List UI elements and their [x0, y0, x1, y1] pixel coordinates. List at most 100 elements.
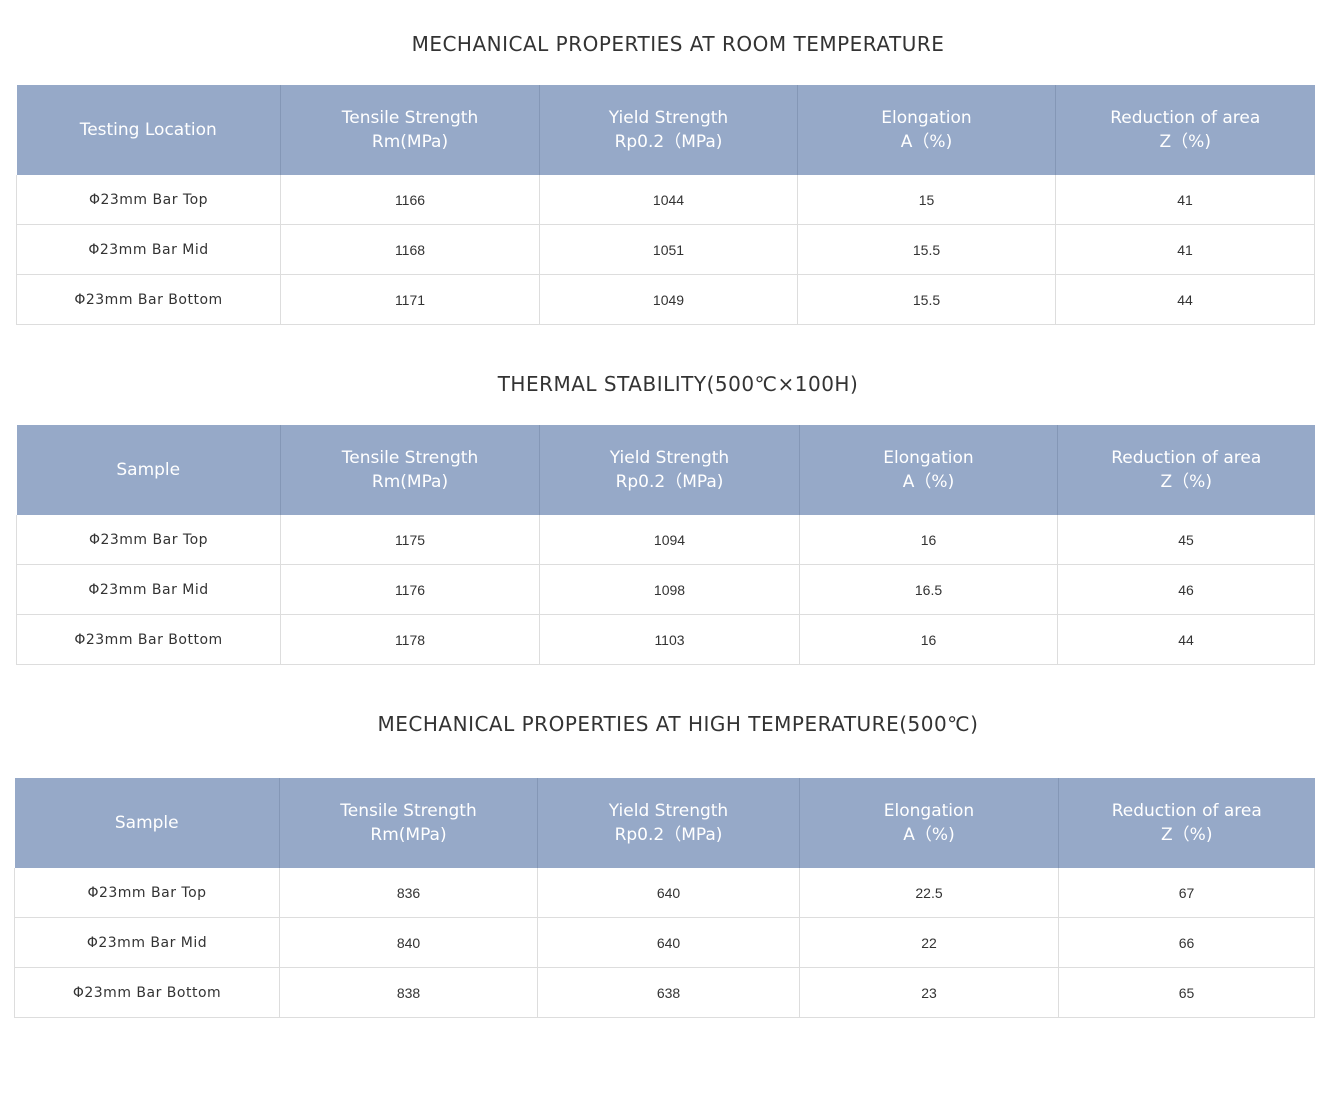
- column-header-tensile-strength: Tensile Strength Rm(MPa): [280, 425, 540, 515]
- column-header-tensile-strength: Tensile Strength Rm(MPa): [279, 778, 538, 868]
- cell-reduction-of-area: 67: [1058, 868, 1315, 918]
- header-row: Sample Tensile Strength Rm(MPa) Yield Stren…: [16, 425, 1315, 515]
- cell-tensile-strength: 1168: [280, 224, 540, 275]
- header-line: Tensile Strength: [340, 801, 477, 821]
- column-header-location: Testing Location: [16, 85, 281, 175]
- header-line: Rm(MPa): [371, 132, 449, 152]
- cell-yield-strength: 1103: [539, 614, 800, 665]
- table-row: Φ23mm Bar Mid 1168 1051 15.5 41: [16, 224, 1315, 275]
- cell-yield-strength: 1098: [539, 564, 800, 615]
- header-line: Rm(MPa): [371, 472, 449, 492]
- cell-elongation: 22: [799, 917, 1059, 968]
- cell-elongation: 15: [797, 175, 1056, 225]
- table-row: Φ23mm Bar Bottom 838 638 23 65: [14, 967, 1315, 1018]
- properties-table: Sample Tensile Strength Rm(MPa) Yield Stren…: [14, 778, 1315, 1018]
- cell-reduction-of-area: 65: [1058, 967, 1315, 1018]
- column-header-location: Sample: [16, 425, 281, 515]
- cell-tensile-strength: 1175: [280, 515, 540, 565]
- header-line: Tensile Strength: [341, 448, 479, 468]
- header-line: Rm(MPa): [370, 825, 447, 845]
- header-line: A（%): [903, 825, 955, 845]
- cell-elongation: 15.5: [797, 224, 1056, 275]
- cell-location: Φ23mm Bar Bottom: [16, 614, 281, 665]
- cell-location: Φ23mm Bar Top: [16, 515, 281, 565]
- header-line: Yield Strength: [608, 801, 729, 821]
- header-line: Tensile Strength: [341, 108, 479, 128]
- cell-location: Φ23mm Bar Bottom: [16, 274, 281, 325]
- cell-yield-strength: 1094: [539, 515, 800, 565]
- header-line: Z（%): [1159, 132, 1211, 152]
- cell-location: Φ23mm Bar Mid: [16, 224, 281, 275]
- properties-table: Sample Tensile Strength Rm(MPa) Yield Stren…: [16, 425, 1315, 665]
- header-row: Sample Tensile Strength Rm(MPa) Yield Stren…: [14, 778, 1315, 868]
- column-header-yield-strength: Yield Strength Rp0.2（MPa): [539, 425, 800, 515]
- header-line: Z（%): [1161, 825, 1213, 845]
- cell-reduction-of-area: 66: [1058, 917, 1315, 968]
- header-line: Rp0.2（MPa): [614, 825, 723, 845]
- table-row: Φ23mm Bar Top 1166 1044 15 41: [16, 175, 1315, 225]
- header-line: Rp0.2（MPa): [614, 132, 723, 152]
- header-line: A（%): [902, 472, 955, 492]
- column-header-tensile-strength: Tensile Strength Rm(MPa): [280, 85, 540, 175]
- header-line: Yield Strength: [609, 448, 730, 468]
- cell-tensile-strength: 1176: [280, 564, 540, 615]
- cell-yield-strength: 640: [537, 868, 800, 918]
- cell-reduction-of-area: 46: [1057, 564, 1315, 615]
- section-title: THERMAL STABILITY(500℃×100H): [497, 372, 859, 396]
- cell-yield-strength: 1051: [539, 224, 798, 275]
- cell-elongation: 15.5: [797, 274, 1056, 325]
- table-row: Φ23mm Bar Bottom 1178 1103 16 44: [16, 614, 1315, 665]
- cell-elongation: 16.5: [799, 564, 1058, 615]
- cell-tensile-strength: 838: [279, 967, 538, 1018]
- cell-reduction-of-area: 41: [1055, 175, 1315, 225]
- header-line: Elongation: [881, 108, 972, 128]
- column-header-elongation: Elongation A（%): [797, 85, 1056, 175]
- column-header-yield-strength: Yield Strength Rp0.2（MPa): [537, 778, 800, 868]
- cell-yield-strength: 1049: [539, 274, 798, 325]
- cell-tensile-strength: 836: [279, 868, 538, 918]
- cell-location: Φ23mm Bar Top: [14, 868, 280, 918]
- cell-yield-strength: 638: [537, 967, 800, 1018]
- table-row: Φ23mm Bar Mid 1176 1098 16.5 46: [16, 564, 1315, 615]
- properties-table: Testing Location Tensile Strength Rm(MPa) Y…: [16, 85, 1315, 325]
- table-row: Φ23mm Bar Bottom 1171 1049 15.5 44: [16, 274, 1315, 325]
- header-line: Testing Location: [79, 120, 217, 140]
- cell-location: Φ23mm Bar Mid: [14, 917, 280, 968]
- header-line: Elongation: [883, 801, 975, 821]
- cell-reduction-of-area: 44: [1055, 274, 1315, 325]
- section-title: MECHANICAL PROPERTIES AT ROOM TEMPERATUR…: [411, 32, 945, 56]
- cell-location: Φ23mm Bar Bottom: [14, 967, 280, 1018]
- cell-yield-strength: 1044: [539, 175, 798, 225]
- header-line: Z（%): [1160, 472, 1212, 492]
- section-title: MECHANICAL PROPERTIES AT HIGH TEMPERATUR…: [377, 712, 979, 736]
- header-line: A（%): [900, 132, 953, 152]
- cell-location: Φ23mm Bar Top: [16, 175, 281, 225]
- cell-reduction-of-area: 44: [1057, 614, 1315, 665]
- column-header-elongation: Elongation A（%): [799, 778, 1059, 868]
- cell-elongation: 23: [799, 967, 1059, 1018]
- header-line: Reduction of area: [1111, 448, 1262, 468]
- cell-yield-strength: 640: [537, 917, 800, 968]
- table-row: Φ23mm Bar Mid 840 640 22 66: [14, 917, 1315, 968]
- column-header-location: Sample: [14, 778, 280, 868]
- header-line: Yield Strength: [608, 108, 729, 128]
- header-line: Elongation: [883, 448, 974, 468]
- column-header-yield-strength: Yield Strength Rp0.2（MPa): [539, 85, 798, 175]
- column-header-elongation: Elongation A（%): [799, 425, 1058, 515]
- cell-location: Φ23mm Bar Mid: [16, 564, 281, 615]
- cell-tensile-strength: 1166: [280, 175, 540, 225]
- cell-tensile-strength: 840: [279, 917, 538, 968]
- table-row: Φ23mm Bar Top 836 640 22.5 67: [14, 868, 1315, 918]
- column-header-reduction-of-area: Reduction of area Z（%): [1055, 85, 1315, 175]
- cell-tensile-strength: 1178: [280, 614, 540, 665]
- cell-tensile-strength: 1171: [280, 274, 540, 325]
- header-row: Testing Location Tensile Strength Rm(MPa) Y…: [16, 85, 1315, 175]
- column-header-reduction-of-area: Reduction of area Z（%): [1057, 425, 1315, 515]
- header-line: Reduction of area: [1111, 801, 1262, 821]
- cell-elongation: 22.5: [799, 868, 1059, 918]
- column-header-reduction-of-area: Reduction of area Z（%): [1058, 778, 1315, 868]
- header-line: Sample: [116, 460, 181, 480]
- header-line: Rp0.2（MPa): [615, 472, 724, 492]
- header-line: Sample: [114, 813, 179, 833]
- cell-reduction-of-area: 45: [1057, 515, 1315, 565]
